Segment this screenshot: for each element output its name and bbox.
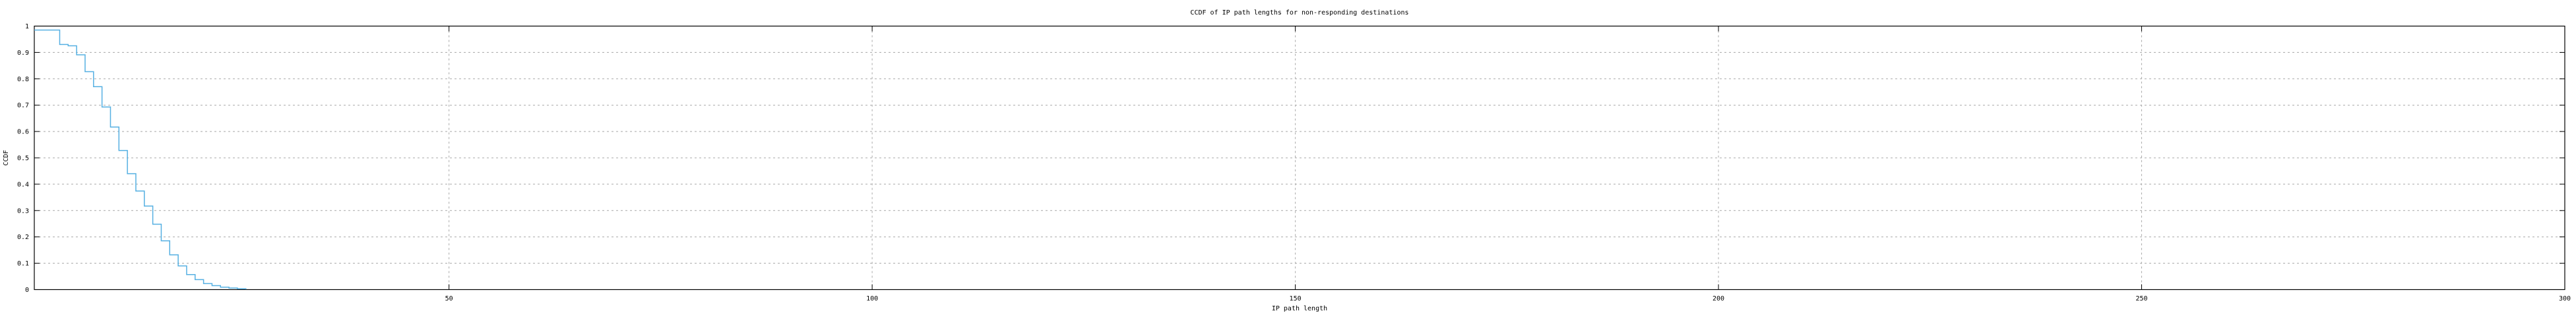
x-tick-labels: 50 100 150 200 250 300 <box>445 295 2571 302</box>
x-tick-label: 300 <box>2559 295 2571 302</box>
y-tick-label: 0.7 <box>17 102 29 110</box>
y-tick-label: 0.3 <box>17 207 29 215</box>
x-axis-label: IP path length <box>1271 305 1328 312</box>
y-tick-label: 0.1 <box>17 260 29 267</box>
y-tick-labels: 0 0.1 0.2 0.3 0.4 0.5 0.6 0.7 0.8 0.9 1 <box>17 23 29 294</box>
y-tick-label: 1 <box>25 23 29 30</box>
plot-box <box>34 25 2565 291</box>
ccdf-step-curve <box>34 29 247 290</box>
y-tick-label: 0 <box>25 287 29 294</box>
y-tick-label: 0.4 <box>17 181 29 188</box>
y-tick-label: 0.5 <box>17 155 29 162</box>
x-tick-label: 200 <box>1712 295 1724 302</box>
y-tick-label: 0.6 <box>17 129 29 136</box>
y-tick-label: 0.9 <box>17 50 29 57</box>
x-tick-label: 50 <box>445 295 453 302</box>
x-tick-label: 250 <box>2135 295 2147 302</box>
y-tick-label: 0.2 <box>17 234 29 241</box>
x-tick-label: 100 <box>866 295 878 302</box>
plot-border <box>34 25 2565 291</box>
x-tick-label: 150 <box>1290 295 1302 302</box>
chart-title: CCDF of IP path lengths for non-respondi… <box>1190 9 1409 17</box>
gridlines <box>34 26 2565 290</box>
y-tick-label: 0.8 <box>17 76 29 83</box>
ccdf-line <box>34 29 247 290</box>
